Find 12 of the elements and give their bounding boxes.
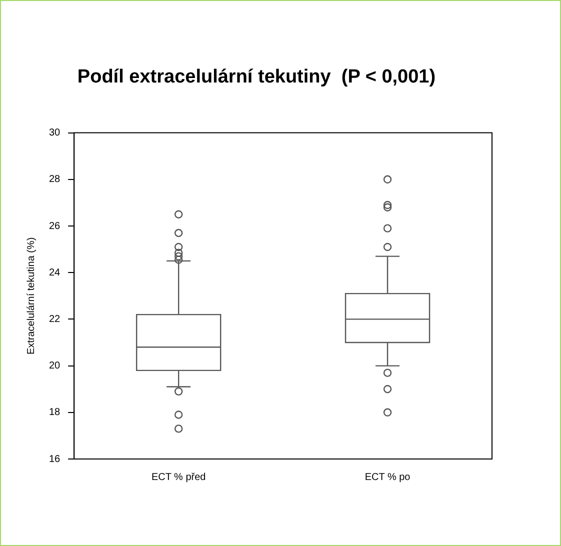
y-tick-label: 26 (49, 220, 61, 232)
y-tick-label: 24 (49, 267, 61, 278)
y-tick-label: 20 (49, 360, 61, 372)
chart-title: Podíl extracelulární tekutiny (P < 0,001) (77, 66, 436, 88)
y-tick-label: 22 (49, 314, 61, 325)
y-tick-label: 28 (49, 174, 61, 186)
y-tick-label: 30 (49, 128, 61, 139)
x-tick-label: ECT % před (151, 472, 206, 483)
y-tick-label: 18 (49, 407, 61, 418)
x-tick-label: ECT % po (364, 472, 411, 483)
y-axis-title: Extracelulární tekutina (%) (26, 237, 37, 355)
y-tick-label: 16 (49, 454, 61, 465)
